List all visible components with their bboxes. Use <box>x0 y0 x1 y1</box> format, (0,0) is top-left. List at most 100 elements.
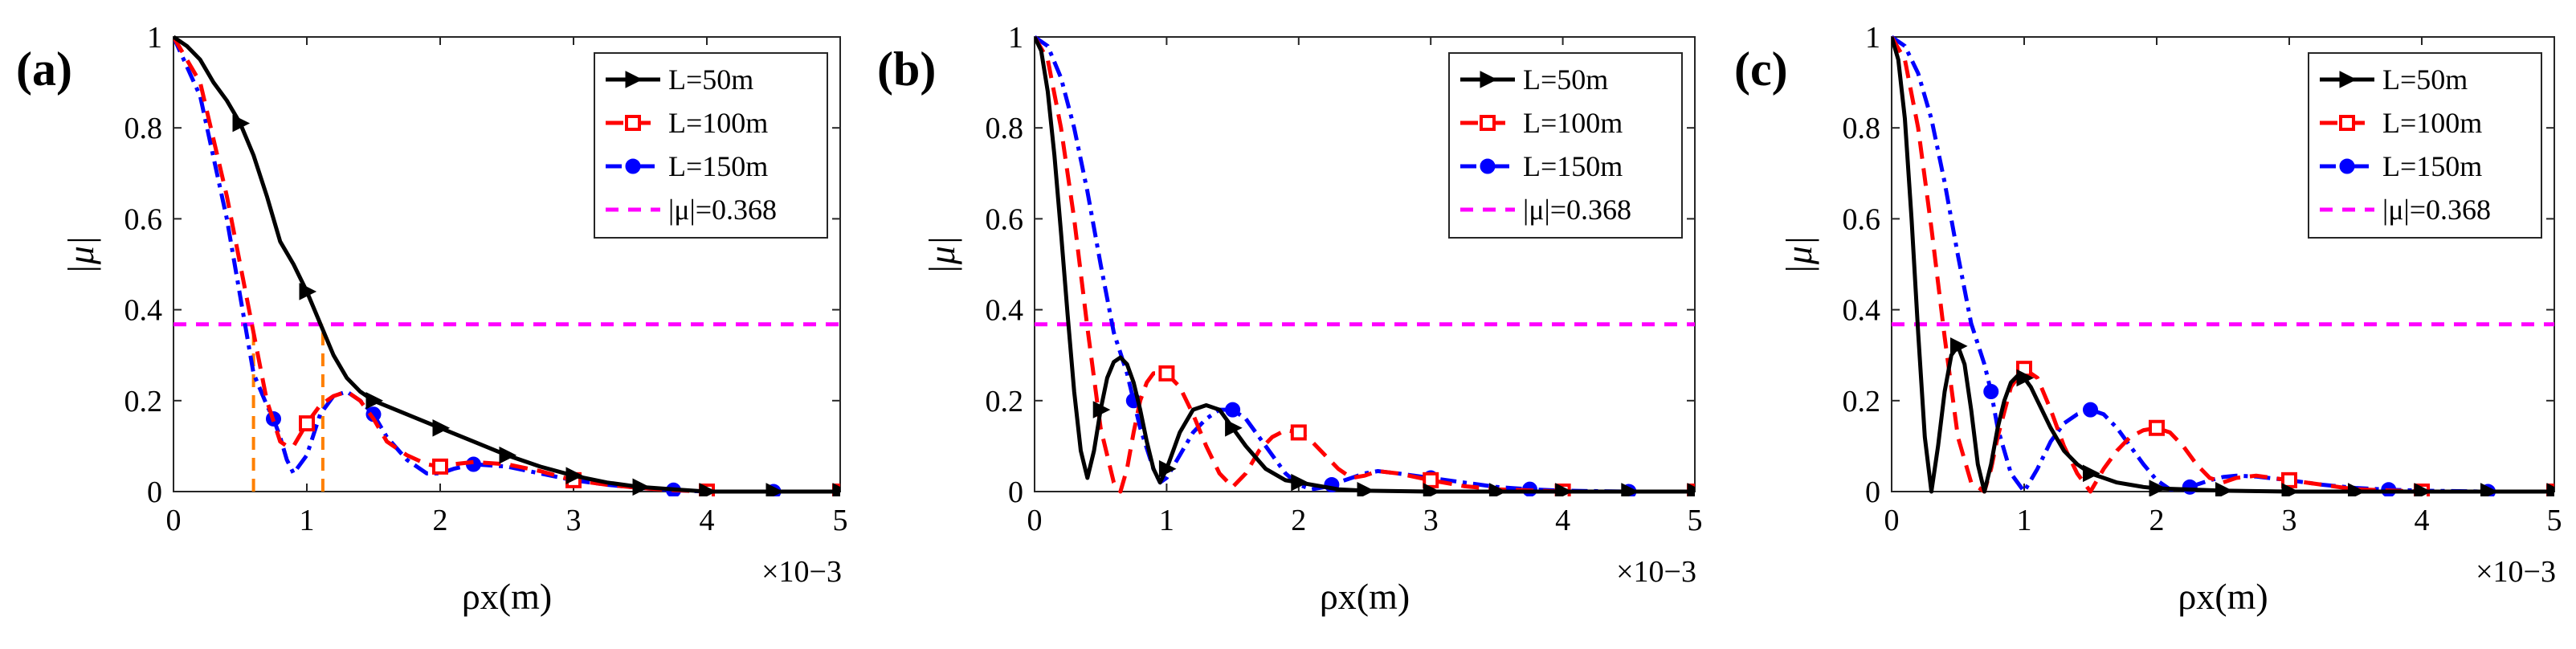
x-multiplier-label: ×10−3 <box>761 555 842 589</box>
y-tick-label: 0 <box>147 476 162 509</box>
x-tick-label: 2 <box>2149 504 2165 537</box>
data-marker-2 <box>1423 471 1439 488</box>
data-marker-8 <box>765 483 784 496</box>
data-marker-7 <box>699 483 717 496</box>
series-l50m <box>174 35 840 496</box>
legend-entry: L=100m <box>606 107 768 139</box>
x-tick-label: 5 <box>1688 504 1703 537</box>
data-marker-0 <box>2339 71 2358 88</box>
data-marker-7 <box>1555 483 1573 496</box>
chart-panel-1: 0 1 2 3 4 5 0 0.2 0.4 0.6 0.8 1 (a) |μ| ρx(m) ×10−3 L=50… <box>16 21 848 617</box>
y-tick-label: 1 <box>147 21 162 55</box>
legend-entry: |μ|=0.368 <box>2320 194 2491 226</box>
y-axis-label: |μ| <box>1778 235 1819 274</box>
data-marker-4 <box>2215 482 2233 496</box>
legend-entry: L=50m <box>1460 63 1608 96</box>
legend-label: L=50m <box>668 63 753 96</box>
y-tick-label: 0.8 <box>986 112 1024 145</box>
data-marker-3 <box>2149 480 2167 496</box>
legend-label: |μ|=0.368 <box>1523 194 1631 226</box>
data-marker-2 <box>1225 418 1243 437</box>
x-tick-label: 2 <box>1291 504 1306 537</box>
x-tick-label: 4 <box>700 504 715 537</box>
legend-label: L=100m <box>2382 107 2482 139</box>
y-tick-label: 0.2 <box>986 385 1024 418</box>
panel-label: (c) <box>1734 43 1788 96</box>
y-tick-label: 0.8 <box>125 112 163 145</box>
data-marker-1 <box>1225 402 1241 418</box>
data-marker-1 <box>2149 419 2165 436</box>
x-axis-label: ρx(m) <box>1320 576 1410 617</box>
data-marker-0 <box>1092 401 1111 418</box>
legend-entry: |μ|=0.368 <box>606 194 777 226</box>
x-tick-label: 3 <box>2282 504 2297 537</box>
x-tick-label: 5 <box>2547 504 2562 537</box>
legend: L=50m L=100m L=150m |μ|=0.368 <box>2308 52 2542 239</box>
data-marker-4 <box>499 446 517 464</box>
x-multiplier-label: ×10−3 <box>2476 555 2556 589</box>
data-marker-2 <box>2182 479 2198 495</box>
y-tick-label: 0.2 <box>125 385 163 418</box>
data-marker-9 <box>832 483 840 496</box>
data-marker-0 <box>2339 115 2355 131</box>
legend-entry: |μ|=0.368 <box>1460 194 1631 226</box>
legend-label: L=150m <box>668 150 768 182</box>
plot-frame <box>173 36 841 492</box>
legend-label: L=100m <box>1523 107 1623 139</box>
y-tick-label: 0.4 <box>986 294 1024 328</box>
legend-entry: L=50m <box>606 63 753 96</box>
data-marker-1 <box>432 458 448 475</box>
data-marker-1 <box>1290 424 1307 441</box>
series-line <box>174 35 840 494</box>
y-tick-label: 0.6 <box>986 202 1024 236</box>
series-l50m <box>1035 35 1695 496</box>
y-tick-label: 0.4 <box>1843 294 1881 328</box>
data-marker-5 <box>1423 483 1441 496</box>
x-tick-label: 1 <box>1159 504 1174 537</box>
data-marker-0 <box>1158 365 1175 382</box>
data-marker-0 <box>625 115 641 131</box>
legend-entry: L=100m <box>2320 107 2482 139</box>
x-axis-label: ρx(m) <box>462 576 552 617</box>
y-tick-label: 0.4 <box>125 294 163 328</box>
data-marker-0 <box>1983 383 1999 399</box>
x-tick-label: 1 <box>2017 504 2032 537</box>
data-marker-3 <box>1291 473 1308 492</box>
x-tick-label: 4 <box>2415 504 2430 537</box>
legend-label: |μ|=0.368 <box>2382 194 2491 226</box>
data-marker-0 <box>1480 115 1496 131</box>
legend-entry: L=150m <box>606 150 768 182</box>
legend-entry: L=150m <box>2320 150 2482 182</box>
data-marker-9 <box>1687 483 1695 496</box>
data-marker-2 <box>365 391 384 410</box>
x-tick-label: 5 <box>833 504 848 537</box>
panel-label: (a) <box>16 43 72 96</box>
y-tick-label: 0 <box>1008 476 1023 509</box>
y-axis-label: |μ| <box>921 235 962 274</box>
data-marker-0 <box>1480 71 1498 88</box>
data-marker-5 <box>565 467 584 484</box>
data-marker-0 <box>299 415 315 432</box>
series-line <box>1892 36 2554 494</box>
data-marker-7 <box>2414 483 2432 496</box>
data-marker-0 <box>1480 158 1496 174</box>
series-line <box>174 35 840 494</box>
x-tick-label: 3 <box>1423 504 1439 537</box>
legend-label: L=50m <box>1523 63 1608 96</box>
legend-label: L=150m <box>1523 150 1623 182</box>
data-marker-5 <box>2281 483 2300 496</box>
data-marker-0 <box>625 158 641 174</box>
data-marker-2 <box>2281 471 2297 488</box>
data-marker-9 <box>2546 483 2554 496</box>
data-marker-0 <box>625 71 643 88</box>
series-line <box>174 35 840 494</box>
y-tick-label: 0.6 <box>1843 202 1881 236</box>
y-tick-label: 1 <box>1008 21 1023 55</box>
x-tick-label: 3 <box>566 504 582 537</box>
y-tick-label: 0.6 <box>125 202 163 236</box>
x-axis-label: ρx(m) <box>2178 576 2268 617</box>
x-tick-label: 0 <box>1027 504 1043 537</box>
data-marker-1 <box>2016 369 2035 387</box>
legend-label: L=150m <box>2382 150 2482 182</box>
x-multiplier-label: ×10−3 <box>1616 555 1696 589</box>
